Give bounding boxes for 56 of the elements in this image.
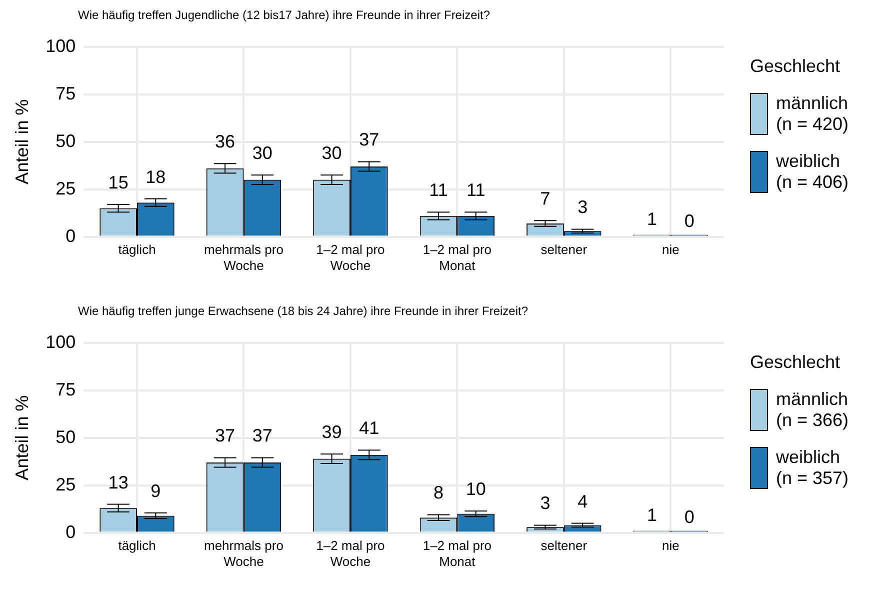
data-label: 30 [252, 143, 272, 164]
legend-title: Geschlecht [750, 56, 842, 77]
legend-label: männlich (n = 366) [776, 389, 849, 431]
y-tick-label: 100 [46, 36, 76, 56]
data-label: 11 [429, 180, 448, 200]
y-axis-title: Anteil in % [12, 99, 32, 184]
data-label: 11 [466, 180, 486, 200]
x-tick-label: 1–2 mal pro Monat [422, 538, 492, 569]
data-label: 30 [322, 143, 342, 164]
y-tick-label: 100 [46, 332, 76, 352]
x-tick-label: 1–2 mal pro Woche [316, 538, 385, 569]
legend-label: weiblich (n = 357) [776, 447, 849, 489]
data-label: 37 [359, 130, 380, 150]
y-tick-label: 50 [56, 130, 76, 151]
legend-label: weiblich (n = 406) [776, 151, 849, 193]
y-axis-title: Anteil in % [12, 395, 32, 480]
x-tick-label: mehrmals pro Woche [204, 538, 284, 569]
data-label: 9 [150, 480, 161, 501]
data-label: 15 [108, 172, 128, 192]
data-label: 3 [578, 197, 588, 218]
x-tick-label: seltener [540, 242, 588, 258]
x-tick-label: täglich [118, 242, 156, 258]
data-label: 41 [359, 418, 380, 438]
data-label: 4 [578, 491, 588, 512]
data-label: 1 [646, 208, 657, 229]
data-label: 10 [466, 478, 486, 499]
y-tick-label: 0 [66, 226, 76, 246]
y-tick-label: 25 [56, 178, 76, 198]
y-tick-label: 0 [66, 522, 76, 542]
chart-title: Wie häufig treffen Jugendliche (12 bis17 Jahre) ihre Freunde in ihrer Freizeit? [78, 8, 490, 22]
data-label: 13 [108, 472, 128, 492]
data-label: 37 [215, 426, 236, 446]
y-tick-label: 50 [56, 426, 76, 447]
data-label: 39 [322, 422, 342, 442]
data-label: 18 [146, 166, 166, 187]
data-label: 1 [646, 504, 657, 525]
legend-title: Geschlecht [750, 352, 842, 373]
x-tick-label: täglich [118, 538, 156, 554]
y-tick-label: 25 [56, 474, 76, 494]
data-label: 3 [540, 493, 550, 514]
data-label: 37 [252, 426, 272, 446]
data-label: 8 [433, 482, 444, 503]
data-label: 7 [540, 188, 550, 209]
legend-label: männlich (n = 420) [776, 93, 849, 135]
chart-title: Wie häufig treffen junge Erwachsene (18 bis 24 Jahre) ihre Freunde in ihrer Freizeit? [78, 304, 528, 318]
x-tick-label: 1–2 mal pro Woche [316, 242, 385, 273]
data-label: 0 [684, 210, 694, 231]
x-tick-label: nie [662, 242, 680, 258]
data-label: 36 [215, 132, 236, 152]
y-tick-label: 75 [56, 83, 76, 104]
x-tick-label: 1–2 mal pro Monat [422, 242, 492, 273]
x-tick-label: mehrmals pro Woche [204, 242, 284, 273]
data-label: 0 [684, 506, 694, 527]
x-tick-label: nie [662, 538, 680, 554]
x-tick-label: seltener [540, 538, 588, 554]
y-tick-label: 75 [56, 379, 76, 400]
